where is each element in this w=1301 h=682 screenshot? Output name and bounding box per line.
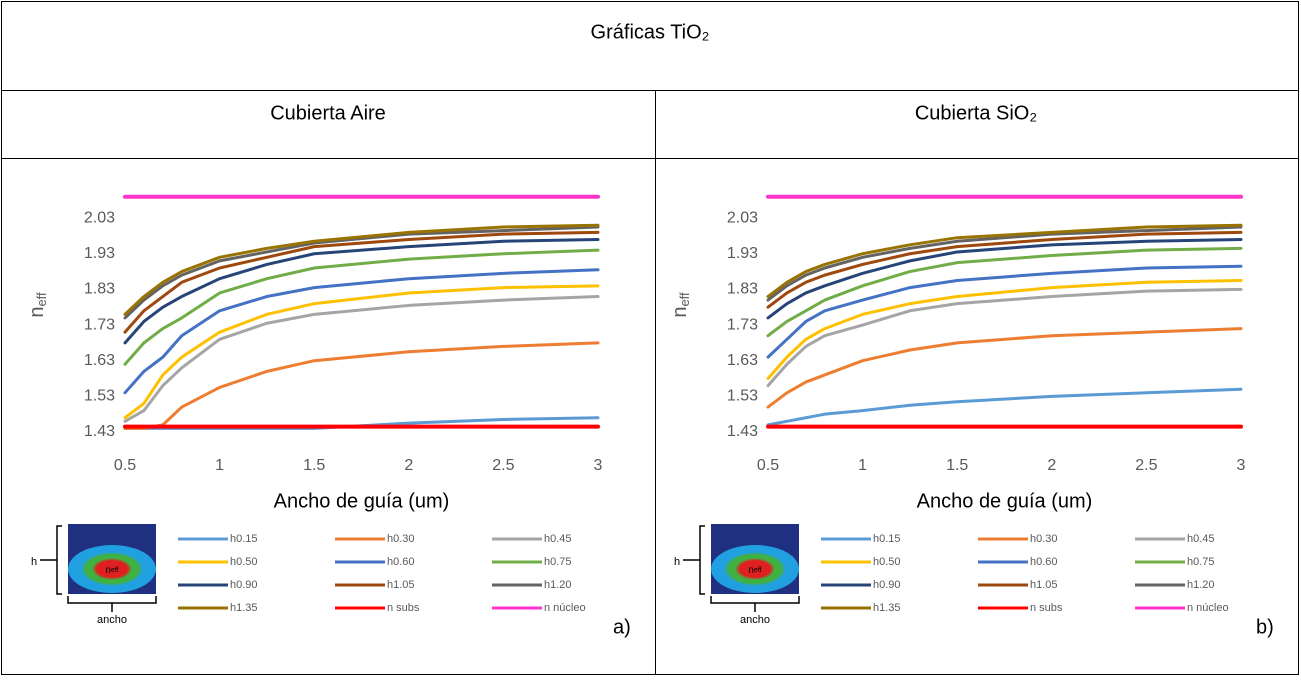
legend-label: h0.60 bbox=[387, 556, 415, 568]
inset-width-bracket bbox=[68, 596, 156, 612]
y-tick-label: 1.73 bbox=[727, 316, 758, 333]
y-tick-label: 1.73 bbox=[84, 316, 115, 333]
y-tick-label: 1.53 bbox=[727, 388, 758, 405]
inset-width-label: ancho bbox=[740, 614, 770, 626]
y-tick-label: 1.53 bbox=[84, 388, 115, 405]
y-tick-label: 1.43 bbox=[727, 423, 758, 440]
y-tick-label: 1.43 bbox=[84, 423, 115, 440]
legend-label: n subs bbox=[387, 602, 420, 614]
legend-label: h0.30 bbox=[1030, 533, 1058, 545]
panel-label: b) bbox=[1256, 616, 1274, 638]
legend-label: h0.15 bbox=[873, 533, 901, 545]
y-tick-label: 1.63 bbox=[727, 352, 758, 369]
x-tick-label: 0.5 bbox=[114, 457, 136, 474]
column-header: Cubierta Aire bbox=[270, 102, 386, 124]
inset-height-bracket bbox=[683, 526, 705, 594]
x-tick-label: 2 bbox=[404, 457, 413, 474]
inset-width-label: ancho bbox=[97, 614, 127, 626]
legend-label: n núcleo bbox=[544, 602, 586, 614]
x-axis-label: Ancho de guía (um) bbox=[917, 490, 1093, 512]
series-line bbox=[768, 227, 1241, 300]
legend-label: h1.05 bbox=[387, 579, 415, 591]
legend-label: h1.35 bbox=[873, 602, 901, 614]
legend-label: h0.50 bbox=[873, 556, 901, 568]
legend-label: h1.20 bbox=[544, 579, 572, 591]
inset-height-label: h bbox=[31, 556, 37, 568]
y-tick-label: 1.93 bbox=[84, 245, 115, 262]
y-axis-label: neff bbox=[26, 292, 49, 318]
y-tick-label: 1.63 bbox=[84, 352, 115, 369]
x-axis-label: Ancho de guía (um) bbox=[274, 490, 450, 512]
legend-label: n núcleo bbox=[1187, 602, 1229, 614]
inset-mode-sub: eff bbox=[754, 567, 762, 574]
series-line bbox=[768, 289, 1241, 385]
inset-height-label: h bbox=[674, 556, 680, 568]
legend-label: h0.30 bbox=[387, 533, 415, 545]
x-tick-label: 1 bbox=[215, 457, 224, 474]
y-tick-label: 1.93 bbox=[727, 245, 758, 262]
inset-width-bracket bbox=[711, 596, 799, 612]
y-axis-label: neff bbox=[669, 292, 692, 318]
series-line bbox=[768, 389, 1241, 425]
legend-label: h0.50 bbox=[230, 556, 258, 568]
legend-label: h0.90 bbox=[230, 579, 258, 591]
y-axis-label-main: n bbox=[26, 307, 48, 318]
chart: 1.43 1.53 1.63 1.73 1.83 1.93 2.03 0.5 1 1.5 2 2.5 3… bbox=[26, 197, 631, 639]
y-tick-label: 1.83 bbox=[84, 281, 115, 298]
table-borders bbox=[2, 2, 1299, 675]
legend-label: h0.15 bbox=[230, 533, 258, 545]
legend-label: h1.05 bbox=[1030, 579, 1058, 591]
y-tick-label: 2.03 bbox=[727, 209, 758, 226]
x-tick-label: 3 bbox=[1237, 457, 1246, 474]
x-tick-label: 3 bbox=[594, 457, 603, 474]
x-tick-label: 1.5 bbox=[303, 457, 325, 474]
x-tick-label: 2.5 bbox=[1135, 457, 1157, 474]
x-tick-label: 1.5 bbox=[946, 457, 968, 474]
x-tick-label: 0.5 bbox=[757, 457, 779, 474]
y-axis-label-sub: eff bbox=[677, 292, 692, 307]
inset-mode-sub: eff bbox=[111, 567, 119, 574]
legend-label: h0.75 bbox=[1187, 556, 1215, 568]
document-table: Gráficas TiO₂ Cubierta Aire Cubierta SiO… bbox=[0, 0, 1301, 677]
x-tick-label: 2.5 bbox=[492, 457, 514, 474]
legend-label: h0.45 bbox=[544, 533, 572, 545]
inset-height-bracket bbox=[40, 526, 62, 594]
legend-label: h0.75 bbox=[544, 556, 572, 568]
legend-label: h0.90 bbox=[873, 579, 901, 591]
series-line bbox=[125, 297, 598, 422]
y-axis-label-main: n bbox=[669, 307, 691, 318]
table-title: Gráficas TiO₂ bbox=[591, 21, 710, 43]
panel-label: a) bbox=[613, 616, 631, 638]
legend-label: h1.35 bbox=[230, 602, 258, 614]
legend-label: h0.60 bbox=[1030, 556, 1058, 568]
legend-label: h1.20 bbox=[1187, 579, 1215, 591]
series-line bbox=[768, 329, 1241, 407]
x-tick-label: 2 bbox=[1047, 457, 1056, 474]
legend-label: h0.45 bbox=[1187, 533, 1215, 545]
legend-label: n subs bbox=[1030, 602, 1063, 614]
y-tick-label: 2.03 bbox=[84, 209, 115, 226]
y-tick-label: 1.83 bbox=[727, 281, 758, 298]
series-line bbox=[125, 286, 598, 418]
column-header: Cubierta SiO₂ bbox=[915, 102, 1037, 124]
chart: 1.43 1.53 1.63 1.73 1.83 1.93 2.03 0.5 1 1.5 2 2.5 3… bbox=[669, 197, 1274, 639]
x-tick-label: 1 bbox=[858, 457, 867, 474]
series-line bbox=[768, 225, 1241, 296]
y-axis-label-sub: eff bbox=[34, 292, 49, 307]
